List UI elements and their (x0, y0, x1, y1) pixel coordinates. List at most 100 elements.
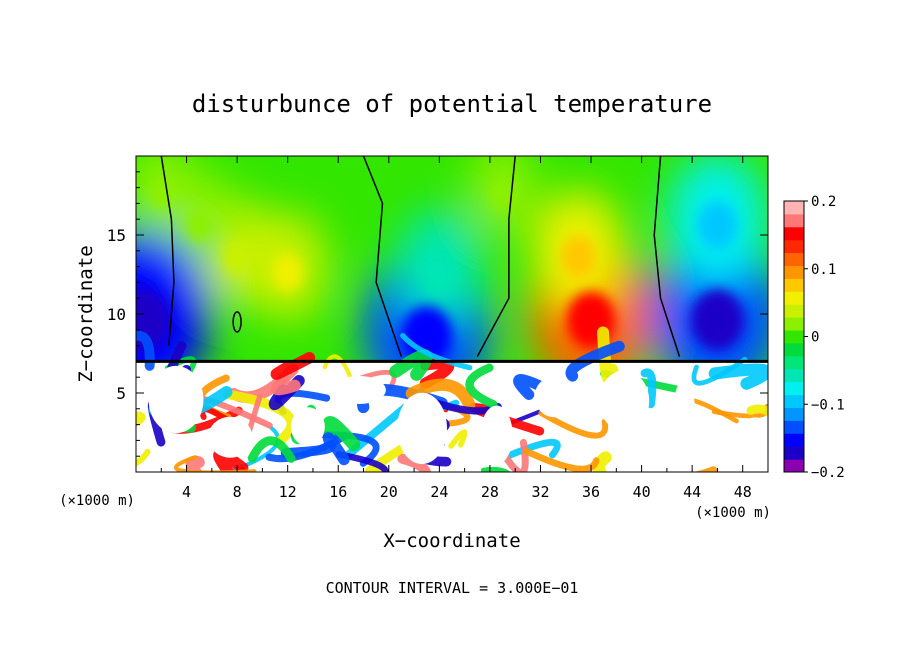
zero-contour-0 (160, 156, 175, 346)
field-feature-core-5 (423, 252, 456, 293)
lower-band-16 (213, 448, 249, 472)
closed-contour (232, 311, 242, 333)
field-feature-core-2 (186, 208, 212, 242)
lower-band-27 (389, 349, 433, 381)
field-feature-core-9 (697, 201, 738, 249)
x-tick-label-0: 4 (182, 483, 191, 501)
lower-band-28 (500, 438, 561, 461)
lower-band-33 (538, 409, 609, 439)
colorbar-swatch-7 (784, 368, 804, 383)
field-feature-core-10 (150, 178, 173, 209)
y-tick-label-0: 5 (116, 384, 126, 403)
lower-band-66 (136, 448, 151, 467)
lower-band-44 (640, 368, 657, 409)
lower-band-55 (270, 376, 301, 396)
saturated-cell-8 (673, 379, 696, 443)
x-axis-label: X−coordinate (383, 530, 520, 552)
x-axis: 4 8 12 16 20 24 28 32 36 40 44 48 (160, 156, 752, 501)
x-tick-label-7: 32 (531, 483, 549, 501)
zero-contour-3 (653, 156, 681, 357)
lower-band-43 (322, 415, 361, 451)
colorbar-tick-label-2: 0 (811, 330, 819, 346)
colorbar-swatch-4 (784, 407, 804, 421)
saturated-cell-4 (397, 392, 447, 465)
zero-contour-1 (362, 156, 403, 357)
field-feature-core-8 (690, 289, 745, 351)
colorbar-tick-label-4: −0.2 (811, 465, 845, 481)
x-tick-label-3: 16 (329, 483, 347, 501)
x-tick-label-10: 44 (683, 483, 701, 501)
y-axis: 5 10 15 (107, 171, 768, 457)
colorbar-ticks: 0.2 0.1 0 −0.1 −0.2 (804, 194, 845, 481)
colorbar-swatch-11 (784, 317, 804, 331)
colorbar-swatch-14 (784, 278, 804, 292)
contour-interval-note: CONTOUR INTERVAL = 3.000E−01 (326, 579, 579, 597)
colorbar-swatch-17 (784, 239, 804, 254)
saturated-cell-5 (480, 405, 513, 465)
x-tick-label-9: 40 (633, 483, 651, 501)
field-feature-3 (136, 230, 212, 398)
colorbar-swatch-12 (784, 304, 804, 318)
lower-band-57 (523, 448, 600, 472)
colorbar-swatch-6 (784, 381, 804, 396)
x-tick-label-8: 36 (582, 483, 600, 501)
lower-band-18 (223, 389, 297, 445)
x-tick-label-6: 28 (481, 483, 499, 501)
colorbar-swatch-3 (784, 420, 804, 434)
saturated-cell-7 (599, 370, 650, 432)
zero-contour-2 (476, 156, 516, 358)
saturated-cell-6 (534, 376, 575, 418)
colorbar-swatch-0 (784, 459, 804, 473)
colorbar-swatch-10 (784, 330, 804, 344)
lower-band-52 (400, 332, 473, 371)
x-tick-label-11: 48 (734, 483, 752, 501)
field-lower-layer (136, 326, 768, 472)
colorbar-tick-label-1: 0.1 (811, 262, 836, 278)
lower-band-59 (480, 466, 511, 472)
colorbar-swatch-13 (784, 291, 804, 305)
lower-band-67 (465, 363, 498, 409)
field-feature-core-1 (272, 253, 303, 292)
colorbar (784, 201, 804, 473)
lower-band-65 (173, 455, 257, 472)
contour-lines (160, 156, 681, 358)
colorbar-swatch-8 (784, 355, 804, 370)
y-tick-label-2: 15 (107, 226, 126, 245)
field-feature-core-7 (561, 235, 596, 278)
x-unit-left: (×1000 m) (59, 493, 135, 509)
lower-band-61 (565, 340, 625, 382)
colorbar-swatch-9 (784, 342, 804, 357)
lower-band-42 (597, 326, 619, 385)
field-feature-core-4 (401, 306, 453, 366)
colorbar-swatch-16 (784, 252, 804, 267)
x-tick-label-2: 12 (279, 483, 297, 501)
saturated-cell-2 (290, 407, 325, 447)
saturated-cell-3 (331, 375, 386, 405)
colorbar-swatch-19 (784, 213, 804, 228)
colorbar-swatch-2 (784, 433, 804, 447)
colorbar-swatch-5 (784, 394, 804, 408)
saturated-cell-1 (208, 416, 253, 458)
lower-band-24 (419, 358, 455, 389)
colorbar-swatch-20 (784, 201, 804, 215)
lower-band-23 (397, 453, 431, 472)
saturated-cell-0 (148, 365, 204, 434)
colorbar-swatch-18 (784, 226, 804, 241)
chart-title: disturbunce of potential temperature (192, 90, 712, 118)
colorbar-swatch-1 (784, 446, 804, 460)
lower-band-41 (405, 378, 476, 411)
saturated-cell-9 (736, 417, 768, 465)
lower-band-26 (746, 404, 768, 417)
colorbar-swatch-15 (784, 265, 804, 279)
y-tick-label-1: 10 (107, 305, 126, 324)
y-axis-label: Z−coordinate (75, 245, 97, 382)
lower-band-10 (592, 451, 612, 472)
field-feature-core-11 (491, 178, 514, 209)
x-tick-label-5: 24 (430, 483, 448, 501)
lower-band-51 (247, 436, 296, 463)
x-tick-label-4: 20 (380, 483, 398, 501)
lower-band-2 (448, 429, 468, 449)
field-feature-core-0 (223, 239, 251, 275)
